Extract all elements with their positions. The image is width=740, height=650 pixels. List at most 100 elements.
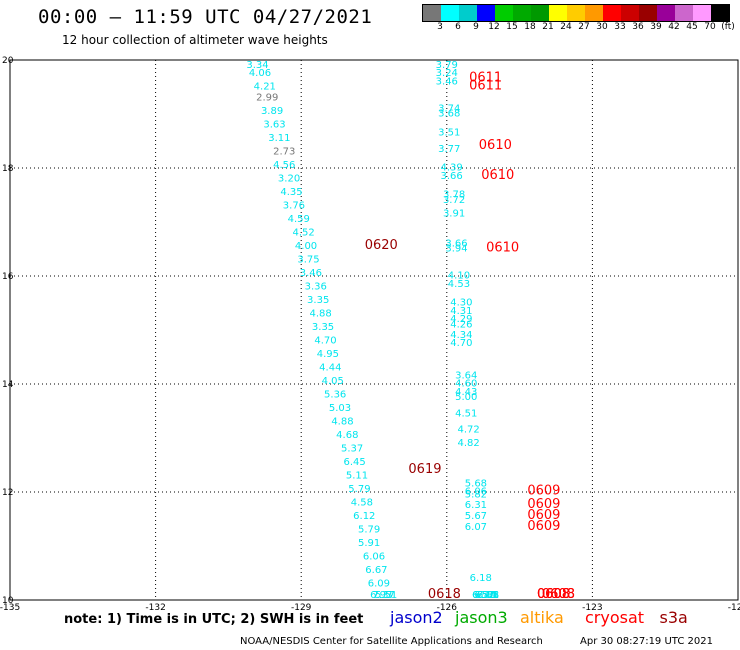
pass-time-label: 0618 xyxy=(428,587,461,602)
lon-tick-label: -123 xyxy=(582,603,602,613)
legend-swatch xyxy=(567,5,585,21)
swh-value-label: 3.51 xyxy=(438,128,460,139)
swh-value-label: 4.35 xyxy=(280,187,302,198)
pass-time-label: 0610 xyxy=(479,138,512,153)
swh-value-label: 4.51 xyxy=(455,408,477,419)
swh-value-label: 3.11 xyxy=(268,133,290,144)
map-grid xyxy=(9,59,739,601)
swh-value-label: 3.68 xyxy=(438,109,460,120)
legend-label: 15 xyxy=(506,22,518,32)
pass-time-label: 0609 xyxy=(527,519,560,534)
legend-swatch xyxy=(639,5,657,21)
legend-label: 21 xyxy=(542,22,554,32)
lat-tick-label: 14 xyxy=(2,380,14,390)
swh-value-label: 5.82 xyxy=(465,489,487,500)
swh-value-label: 3.91 xyxy=(443,209,465,220)
swh-value-label: 4.82 xyxy=(458,438,480,449)
swh-value-label: 4.21 xyxy=(254,82,276,93)
swh-value-label: 5.37 xyxy=(341,444,363,455)
legend-swatch xyxy=(531,5,549,21)
swh-value-label: 5.79 xyxy=(358,525,380,536)
swh-value-label: 3.46 xyxy=(300,268,322,279)
swh-value-label: 3.20 xyxy=(278,174,300,185)
swh-value-label: 4.70 xyxy=(314,336,336,347)
swh-value-label: 2.99 xyxy=(256,93,278,104)
swh-value-label: 6.18 xyxy=(470,573,492,584)
swh-value-label: 6.52 xyxy=(472,590,494,601)
satellite-name-jason2: jason2 xyxy=(390,608,443,627)
swh-value-label: 3.75 xyxy=(297,255,319,266)
satellite-name-s3a: s3a xyxy=(659,608,688,627)
swh-value-label: 7.01 xyxy=(477,590,499,601)
swh-value-label: 4.88 xyxy=(331,417,353,428)
legend-swatch xyxy=(693,5,711,21)
swh-value-label: 5.79 xyxy=(348,484,370,495)
swh-value-label: 5.91 xyxy=(358,538,380,549)
swh-value-label: 3.66 xyxy=(441,171,463,182)
legend-swatch xyxy=(477,5,495,21)
pass-time-label: 0609 xyxy=(527,484,560,499)
lat-tick-label: 20 xyxy=(2,56,14,66)
legend-label: 30 xyxy=(596,22,608,32)
swh-value-label: 4.60 xyxy=(455,379,477,390)
swh-value-label: 3.89 xyxy=(261,106,283,117)
legend-label: 27 xyxy=(578,22,590,32)
legend-swatch xyxy=(495,5,513,21)
map-frame xyxy=(9,59,739,601)
swh-value-label: 3.78 xyxy=(443,190,465,201)
swh-value-label: 5.68 xyxy=(465,479,487,490)
legend-label: 42 xyxy=(668,22,680,32)
swh-value-label: 4.26 xyxy=(450,319,472,330)
swh-value-label: 6.06 xyxy=(465,487,487,498)
swh-value-label: 5.51 xyxy=(375,590,397,601)
legend-swatch xyxy=(513,5,531,21)
swh-value-label: 6.44 xyxy=(474,590,496,601)
swh-value-label: 3.74 xyxy=(438,103,460,114)
swh-value-label: 4.44 xyxy=(319,363,341,374)
swh-value-label: 5.36 xyxy=(324,390,346,401)
legend-swatch xyxy=(441,5,459,21)
swh-value-label: 6.51 xyxy=(472,590,494,601)
legend-swatch xyxy=(603,5,621,21)
legend-label: (ft) xyxy=(721,22,735,32)
swh-value-label: 3.63 xyxy=(263,120,285,131)
swh-value-label: 6.07 xyxy=(465,522,487,533)
swh-value-label: 4.05 xyxy=(322,376,344,387)
legend-swatch xyxy=(423,5,441,21)
pass-time-label: 0620 xyxy=(365,238,398,253)
swh-value-label: 4.88 xyxy=(309,309,331,320)
legend-label: 33 xyxy=(614,22,626,32)
lat-tick-label: 10 xyxy=(2,596,14,606)
swh-value-label: 4.39 xyxy=(441,163,463,174)
swh-value-label: 6.67 xyxy=(365,565,387,576)
map-title: 00:00 – 11:59 UTC 04/27/2021 xyxy=(38,6,373,28)
swh-value-label: 6.45 xyxy=(343,457,365,468)
swh-value-label: 6.31 xyxy=(465,500,487,511)
swh-value-label: 3.79 xyxy=(436,60,458,71)
swh-value-label: 5.11 xyxy=(346,471,368,482)
swh-value-label: 2.73 xyxy=(273,147,295,158)
satellite-name-cryosat: cryosat xyxy=(585,608,645,627)
footer-credit: NOAA/NESDIS Center for Satellite Applica… xyxy=(240,636,543,647)
legend-label: 24 xyxy=(560,22,572,32)
swh-value-label: 3.24 xyxy=(436,68,458,79)
pass-time-label: 0608 xyxy=(537,587,570,602)
swh-value-label: 3.94 xyxy=(445,244,467,255)
swh-value-label: 4.52 xyxy=(292,228,314,239)
legend-label: 70 xyxy=(704,22,716,32)
swh-value-label: 5.00 xyxy=(455,392,477,403)
swh-value-label: 3.46 xyxy=(436,76,458,87)
swh-value-label: 5.67 xyxy=(465,511,487,522)
swh-value-label: 6.93 xyxy=(370,590,392,601)
axis-tick-labels: -135 -132 -129 -126 -123 -120 20 18 16 14 12 10 xyxy=(0,56,740,613)
legend-label: 6 xyxy=(455,22,461,32)
swh-value-label: 7.37 xyxy=(373,590,395,601)
legend-swatch xyxy=(711,5,729,21)
swh-value-label: 4.30 xyxy=(450,298,472,309)
swh-value-label: 6.85 xyxy=(477,590,499,601)
swh-value-label: 3.66 xyxy=(445,238,467,249)
lat-tick-label: 16 xyxy=(2,272,14,282)
satellite-name-altika: altika xyxy=(520,608,564,627)
swh-value-label: 3.35 xyxy=(312,322,334,333)
pass-time-label: 0619 xyxy=(408,462,441,477)
